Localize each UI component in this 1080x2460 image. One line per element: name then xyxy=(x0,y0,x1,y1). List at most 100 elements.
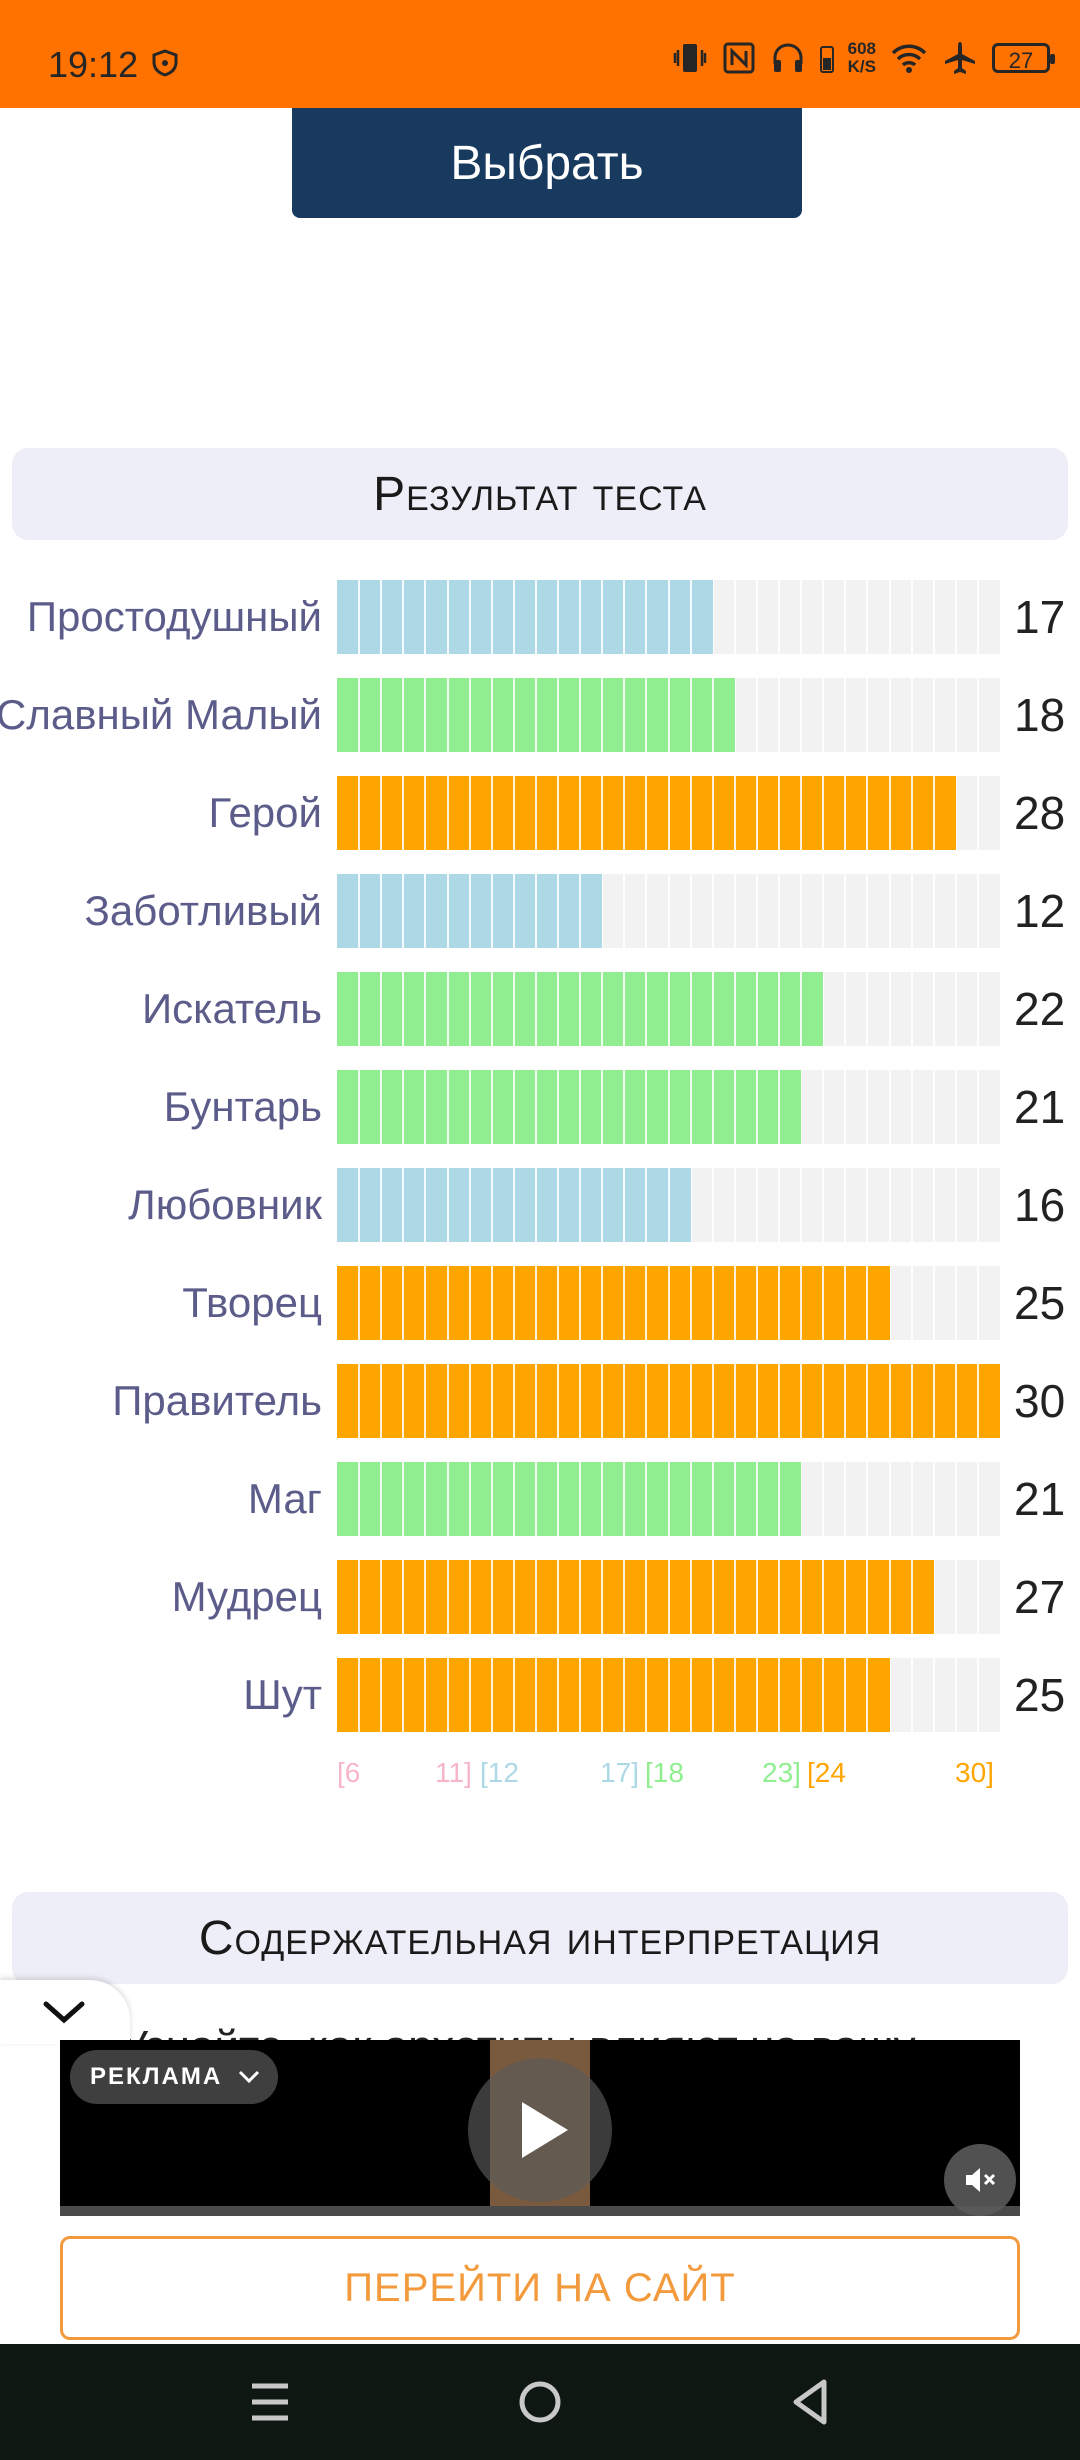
bar-segment-line xyxy=(667,1658,670,1732)
track-grid-line xyxy=(800,1168,803,1242)
bar-segment-line xyxy=(733,776,736,850)
bar-segment-line xyxy=(623,1070,626,1144)
track-grid-line xyxy=(888,678,891,752)
bar-segment-line xyxy=(490,1266,493,1340)
airplane-icon xyxy=(945,42,975,74)
ad-badge[interactable]: РЕКЛАМА xyxy=(70,2050,279,2104)
bar-segment-line xyxy=(512,1560,515,1634)
track-grid-line xyxy=(866,1070,869,1144)
track-grid-line xyxy=(976,1168,979,1242)
tick-label: [12 xyxy=(480,1757,519,1788)
bar-segment-line xyxy=(645,580,648,654)
play-button[interactable] xyxy=(468,2058,612,2202)
bar-segment-line xyxy=(358,1658,361,1732)
ad-video[interactable]: РЕКЛАМА xyxy=(60,2040,1020,2216)
bar-segment-line xyxy=(512,1070,515,1144)
back-icon[interactable] xyxy=(786,2376,834,2428)
value-label: 22 xyxy=(1014,983,1066,1035)
bar-segment-line xyxy=(623,972,626,1046)
bar-segment-line xyxy=(755,1070,758,1144)
value-label: 17 xyxy=(1014,591,1066,643)
bar-segment-line xyxy=(468,874,471,948)
bar-segment-line xyxy=(402,972,405,1046)
bar-segment-line xyxy=(623,776,626,850)
bar-segment-line xyxy=(601,1658,604,1732)
collapse-ad-button[interactable] xyxy=(0,1980,130,2044)
bar-segment-line xyxy=(424,874,427,948)
bar xyxy=(337,1560,934,1634)
bar-segment-line xyxy=(380,1168,383,1242)
bar-segment-line xyxy=(755,1266,758,1340)
bar-segment-line xyxy=(468,1266,471,1340)
bar-segment-line xyxy=(601,1266,604,1340)
value-label: 18 xyxy=(1014,689,1066,741)
track-grid-line xyxy=(954,1462,957,1536)
bar-segment-line xyxy=(800,972,803,1046)
bar-segment-line xyxy=(380,1070,383,1144)
tick-label: [6 xyxy=(337,1757,361,1788)
track-grid-line xyxy=(844,678,847,752)
track-grid-line xyxy=(822,678,825,752)
bar-segment-line xyxy=(534,874,537,948)
bar-segment-line xyxy=(534,776,537,850)
choose-button[interactable]: Выбрать xyxy=(292,108,802,218)
track-grid-line xyxy=(932,1560,935,1634)
bar-segment-line xyxy=(667,1462,670,1536)
bar-segment-line xyxy=(358,1266,361,1340)
bar-segment-line xyxy=(557,678,559,752)
bar-segment-line xyxy=(601,972,604,1046)
bar-segment-line xyxy=(623,1168,626,1242)
wifi-icon xyxy=(891,44,927,73)
bar-segment-line xyxy=(711,776,714,850)
home-icon[interactable] xyxy=(514,2376,566,2428)
value-label: 28 xyxy=(1014,787,1066,839)
bar-segment-line xyxy=(380,874,383,948)
go-to-site-button[interactable]: ПЕРЕЙТИ НА САЙТ xyxy=(60,2236,1020,2340)
bar-segment-line xyxy=(512,776,515,850)
track-grid-line xyxy=(778,678,780,752)
mute-button[interactable] xyxy=(944,2144,1016,2216)
bar-segment-line xyxy=(468,1070,471,1144)
track-grid-line xyxy=(910,1070,913,1144)
track-grid-line xyxy=(932,678,935,752)
bar-segment-line xyxy=(490,678,493,752)
bar-segment-line xyxy=(468,678,471,752)
bar-segment-line xyxy=(402,1070,405,1144)
track-grid-line xyxy=(822,972,825,1046)
results-chart: Простодушный 17 Славный Малый 18 Герой 28 Забо… xyxy=(0,580,1080,1820)
bar-segment-line xyxy=(534,1658,537,1732)
net-speed: 608 K/S xyxy=(847,39,876,76)
bar-segment-line xyxy=(468,580,471,654)
track-grid-line xyxy=(711,580,714,654)
bar-segment-line xyxy=(778,1266,780,1340)
bar-segment-line xyxy=(490,874,493,948)
bar-segment-line xyxy=(601,1070,604,1144)
menu-icon[interactable] xyxy=(246,2376,294,2428)
bar-segment-line xyxy=(380,1462,383,1536)
bar-segment-line xyxy=(733,1462,736,1536)
bar-segment-line xyxy=(358,580,361,654)
track-grid-line xyxy=(954,1560,957,1634)
track-grid-line xyxy=(976,972,979,1046)
bar-segment-line xyxy=(557,874,559,948)
track-grid-line xyxy=(844,1168,847,1242)
bar-segment-line xyxy=(468,1658,471,1732)
bar-segment-line xyxy=(645,1168,648,1242)
bar-segment-line xyxy=(358,972,361,1046)
bar-segment-line xyxy=(557,776,559,850)
value-label: 21 xyxy=(1014,1081,1066,1133)
nfc-icon xyxy=(723,42,755,74)
bar xyxy=(337,1462,802,1536)
bar-segment-line xyxy=(910,1364,913,1438)
bar-segment-line xyxy=(402,1658,405,1732)
track-grid-line xyxy=(954,874,957,948)
bar-segment-line xyxy=(601,1462,604,1536)
bar-segment-line xyxy=(910,776,913,850)
bar-segment-line xyxy=(424,1560,427,1634)
value-label: 30 xyxy=(1014,1375,1066,1427)
track-grid-line xyxy=(976,678,979,752)
bar-segment-line xyxy=(579,580,582,654)
track-grid-line xyxy=(888,1462,891,1536)
bar-segment-line xyxy=(822,1560,825,1634)
navigation-bar xyxy=(0,2344,1080,2460)
